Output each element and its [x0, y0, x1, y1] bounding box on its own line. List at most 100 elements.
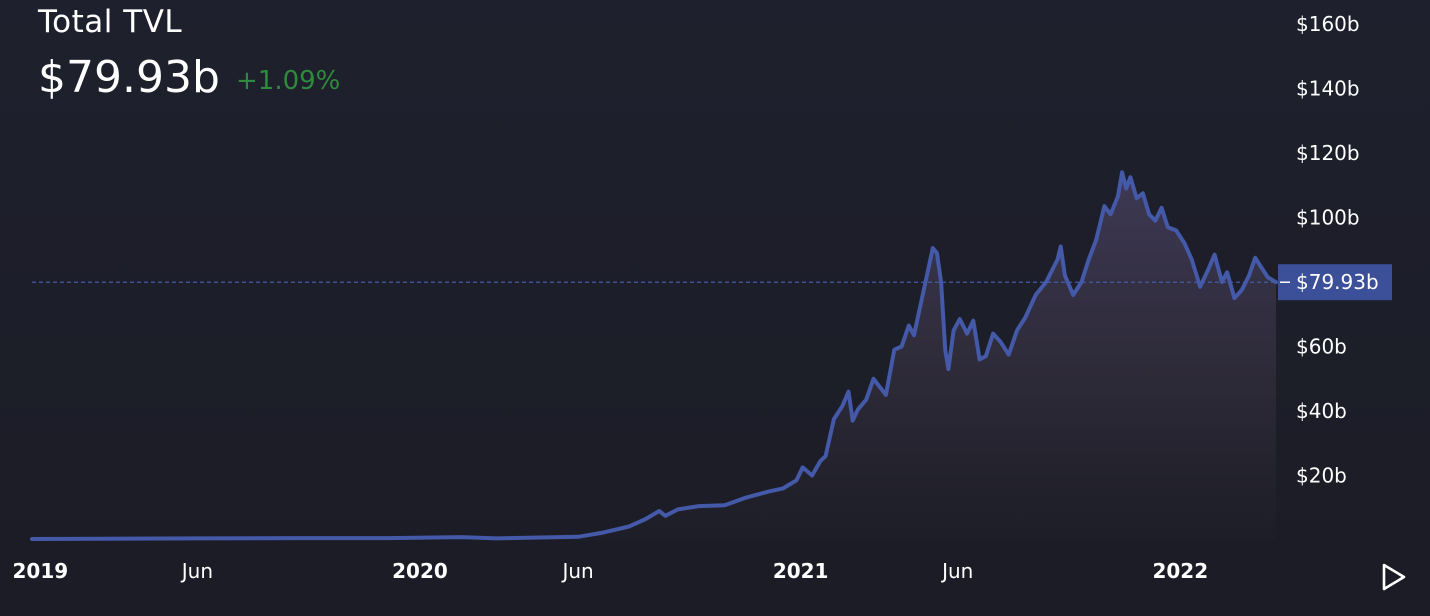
tvl-data-point — [1087, 257, 1091, 261]
y-axis-tick-label: $160b — [1296, 12, 1360, 36]
tvl-data-point — [1253, 256, 1257, 260]
x-axis-tick-label: Jun — [180, 559, 213, 583]
tvl-data-point — [1259, 266, 1263, 270]
tvl-data-point — [723, 503, 727, 507]
tvl-data-point — [1135, 196, 1139, 200]
y-axis-tick-label: $60b — [1296, 335, 1347, 359]
tvl-data-point — [1044, 280, 1048, 284]
y-axis-tick-label: $100b — [1296, 206, 1360, 230]
tvl-data-point — [460, 535, 464, 539]
tvl-data-point — [627, 525, 631, 529]
tvl-data-point — [991, 332, 995, 336]
tvl-data-point — [1056, 257, 1060, 261]
tvl-area-fill — [32, 172, 1276, 541]
tvl-data-point — [30, 537, 34, 541]
tvl-data-point — [1102, 204, 1106, 208]
tvl-data-point — [1124, 187, 1128, 191]
tvl-data-point — [1063, 274, 1067, 278]
tvl-data-point — [1166, 225, 1170, 229]
tvl-data-point — [676, 507, 680, 511]
tvl-data-point — [965, 332, 969, 336]
tvl-data-point — [386, 536, 390, 540]
tvl-change-percent: +1.09% — [236, 66, 341, 96]
tvl-data-point — [766, 490, 770, 494]
tvl-data-point — [1183, 241, 1187, 245]
tvl-data-point — [907, 324, 911, 328]
tvl-data-point — [878, 385, 882, 389]
tvl-data-point — [1116, 195, 1120, 199]
tvl-data-point — [1109, 212, 1113, 216]
tvl-data-point — [781, 486, 785, 490]
tvl-data-point — [1247, 274, 1251, 278]
current-value-marker — [1278, 264, 1392, 301]
tvl-data-point — [978, 357, 982, 361]
tvl-data-point — [644, 517, 648, 521]
tvl-data-point — [801, 465, 805, 469]
tvl-data-point — [1059, 245, 1063, 249]
tvl-data-point — [1141, 191, 1145, 195]
tvl-data-point — [576, 535, 580, 539]
tvl-data-point — [745, 495, 749, 499]
tvl-data-point — [832, 417, 836, 421]
tvl-data-point — [1015, 328, 1019, 332]
tvl-data-point — [856, 407, 860, 411]
tvl-data-point — [1213, 253, 1217, 257]
x-axis-tick-label: 2021 — [773, 559, 829, 583]
current-tvl-value: $79.93b — [38, 52, 220, 103]
tvl-data-point — [1094, 238, 1098, 242]
x-axis-tick-label: 2019 — [12, 559, 68, 583]
tvl-data-point — [935, 251, 939, 255]
tvl-data-point — [291, 536, 295, 540]
tvl-data-point — [892, 348, 896, 352]
tvl-data-point — [998, 340, 1002, 344]
tvl-data-point — [810, 474, 814, 478]
play-icon — [1382, 563, 1406, 591]
tvl-data-point — [900, 345, 904, 349]
x-axis-tick-label: Jun — [940, 559, 973, 583]
tvl-data-point — [795, 478, 799, 482]
tvl-data-point — [847, 390, 851, 394]
y-axis-tick-label: $120b — [1296, 141, 1360, 165]
tvl-data-point — [924, 280, 928, 284]
tvl-data-point — [1071, 293, 1075, 297]
tvl-data-point — [657, 509, 661, 513]
tvl-data-point — [931, 246, 935, 250]
tvl-data-point — [697, 504, 701, 508]
x-axis-tick-label: 2020 — [392, 559, 448, 583]
tvl-data-point — [917, 309, 921, 313]
tvl-data-point — [1274, 280, 1278, 284]
tvl-data-point — [851, 419, 855, 423]
tvl-data-point — [1080, 280, 1084, 284]
tvl-data-point — [884, 393, 888, 397]
tvl-data-point — [1023, 316, 1027, 320]
chart-title: Total TVL — [38, 4, 183, 40]
tvl-data-point — [1206, 267, 1210, 271]
tvl-data-point — [1034, 293, 1038, 297]
tvl-data-point — [601, 531, 605, 535]
current-value-label: $79.93b — [1296, 270, 1379, 294]
tvl-data-point — [840, 404, 844, 408]
x-axis-tick-label: Jun — [560, 559, 593, 583]
tvl-data-point — [912, 333, 916, 337]
tvl-data-point — [939, 280, 943, 284]
tvl-data-point — [1225, 270, 1229, 274]
tvl-data-point — [1007, 353, 1011, 357]
tvl-data-point — [971, 319, 975, 323]
tvl-data-point — [872, 377, 876, 381]
tvl-series-line — [30, 170, 1278, 541]
tvl-data-point — [1220, 280, 1224, 284]
tvl-data-point — [824, 454, 828, 458]
tvl-data-point — [663, 514, 667, 518]
y-axis-tick-label: $20b — [1296, 464, 1347, 488]
tvl-data-point — [495, 536, 499, 540]
play-button[interactable] — [1378, 561, 1410, 593]
tvl-data-point — [195, 536, 199, 540]
tvl-data-point — [943, 348, 947, 352]
tvl-data-point — [1198, 285, 1202, 289]
y-axis-tick-label: $40b — [1296, 399, 1347, 423]
tvl-data-point — [100, 537, 104, 541]
tvl-data-point — [1174, 228, 1178, 232]
tvl-data-point — [864, 398, 868, 402]
